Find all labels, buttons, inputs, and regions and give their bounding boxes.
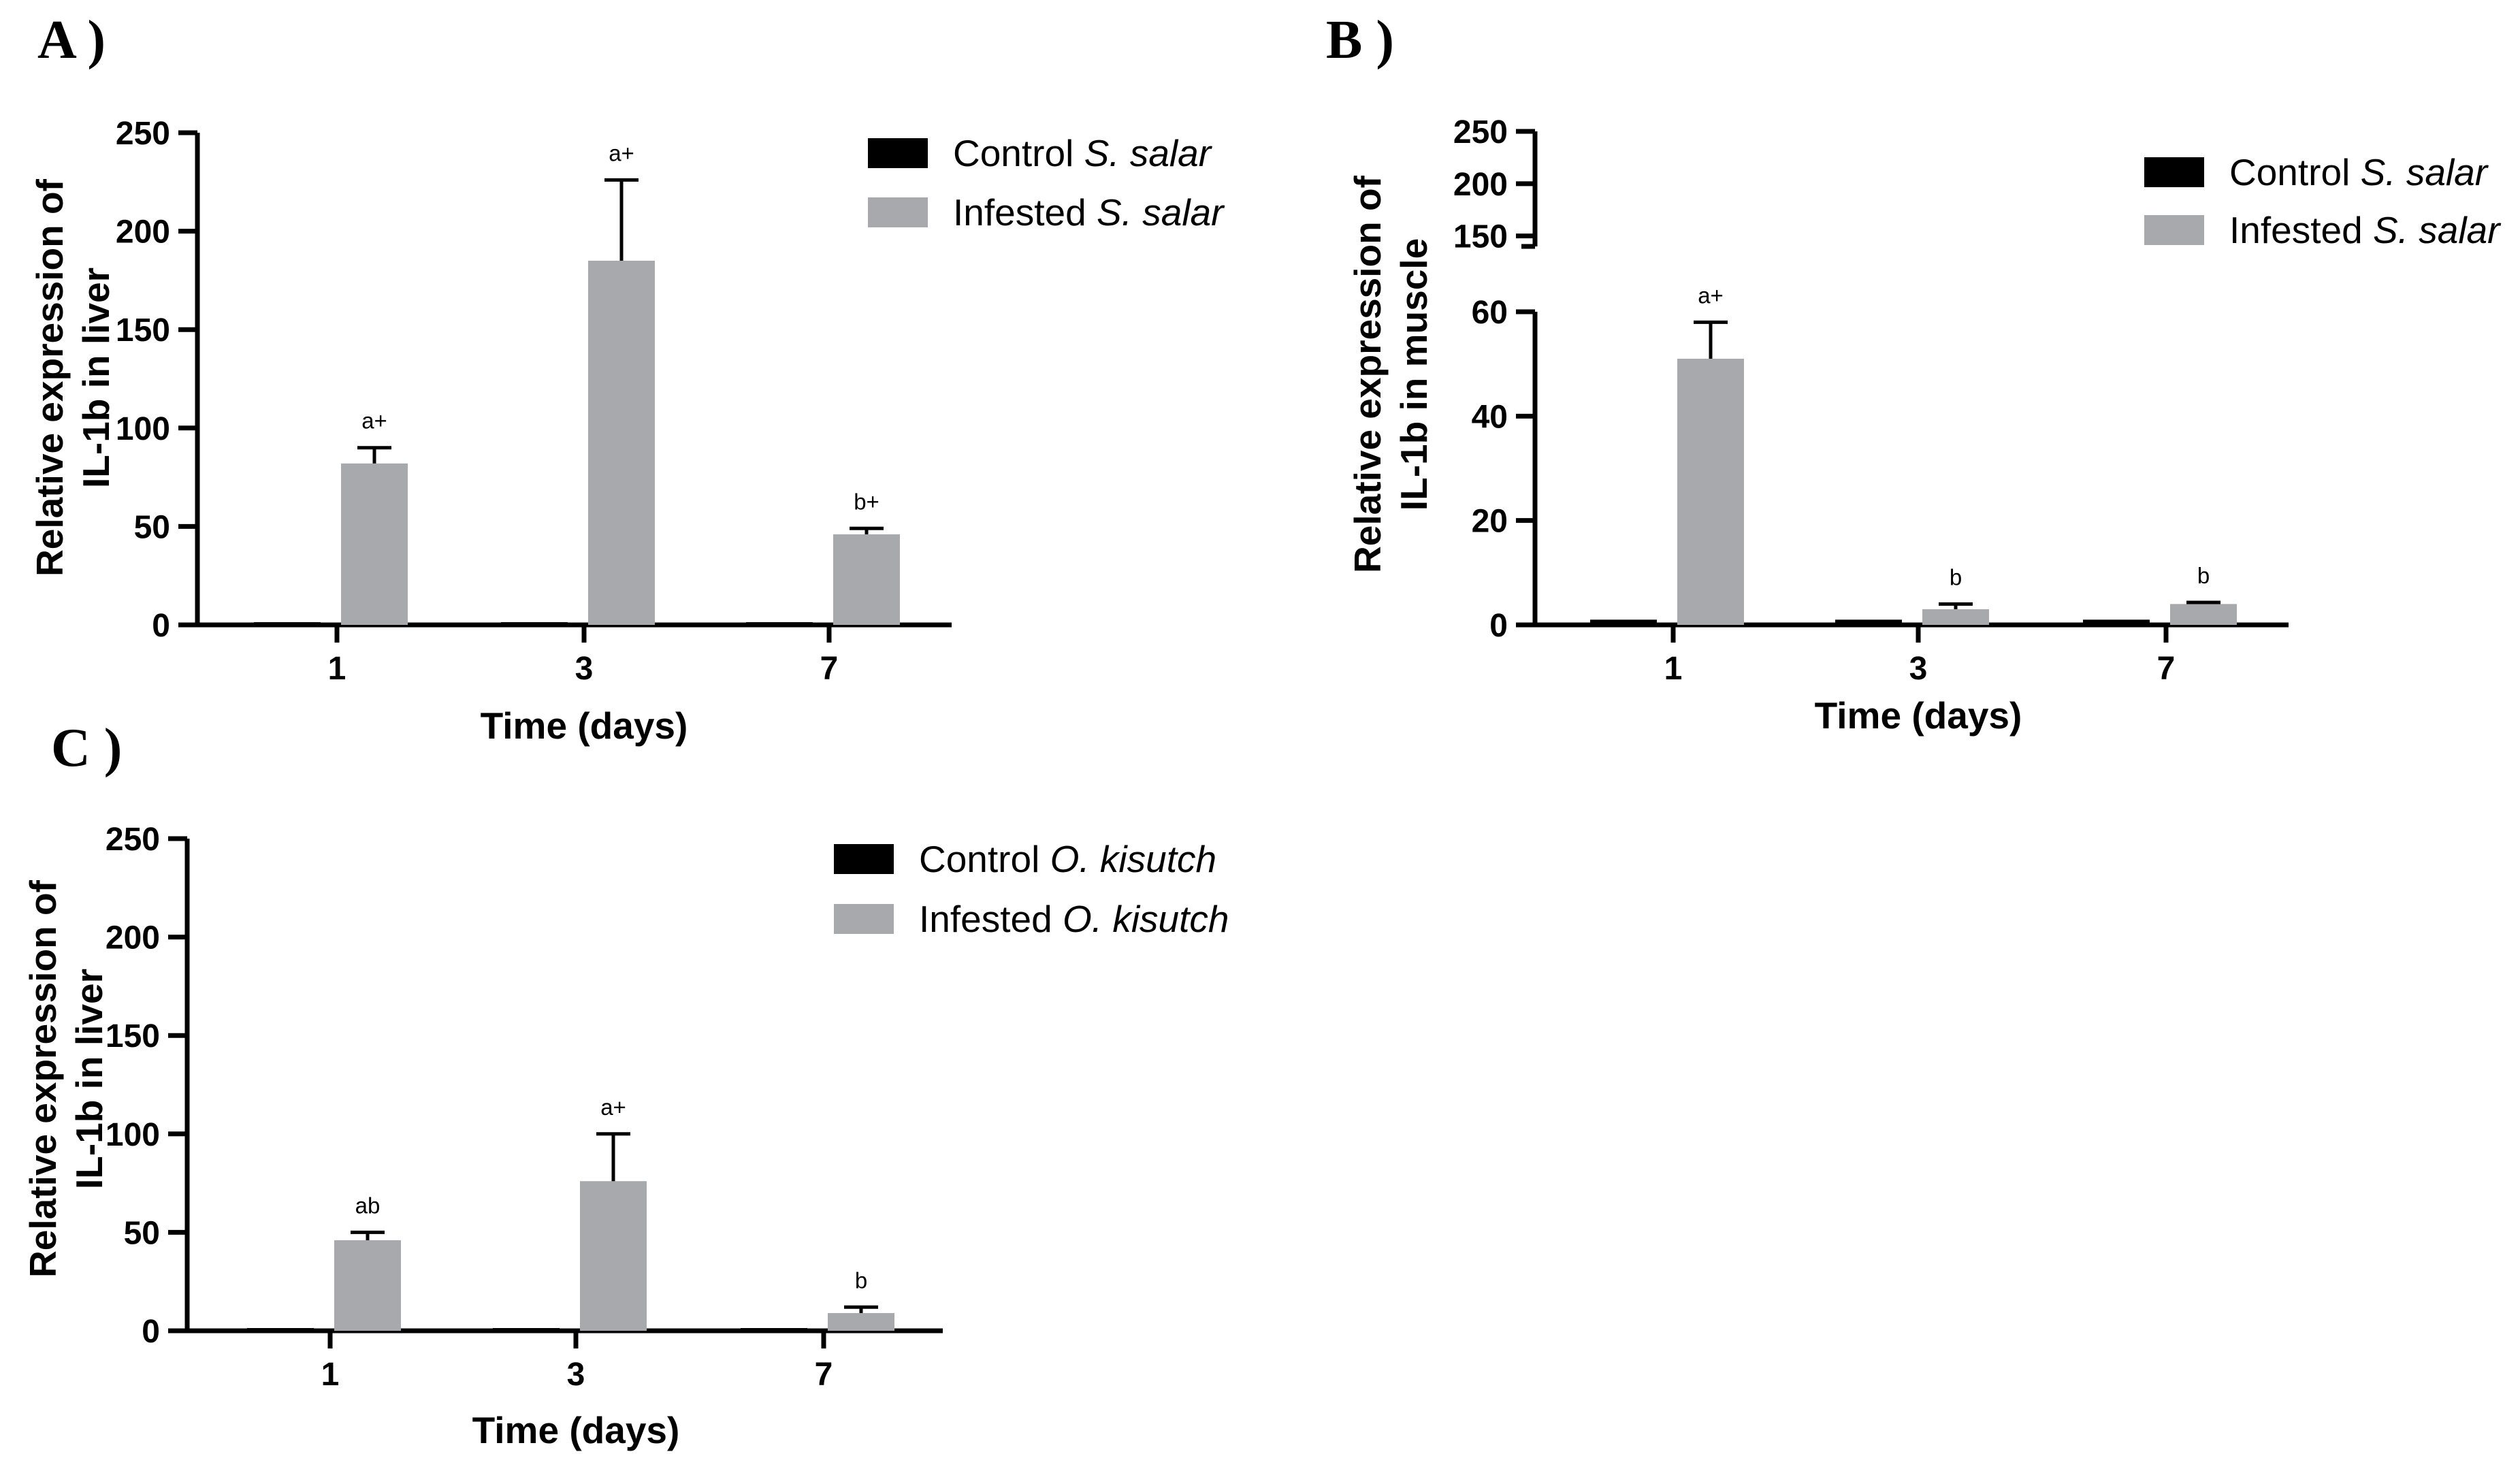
legend-entry-infested: Infested O. kisutch [919,898,1229,940]
y-axis-title: IL-1b in liver [75,268,117,488]
chart-panel-2: B ) 0 20 40 60 150 200 250 1 3 7 Time (days) Relativ… [1326,10,2502,737]
bar-control-day-7 [2083,619,2150,625]
bar-infested-day-7 [828,1312,894,1331]
bar-control-day-3 [501,622,568,625]
legend-swatch-control [834,844,894,874]
x-axis-title: Time (days) [1815,694,2022,737]
legend-swatch-infested [2144,215,2204,245]
legend-entry-control: Control S. salar [2229,151,2489,193]
significance-label: b+ [854,489,879,514]
y-tick-label: 250 [106,822,160,858]
legend-swatch-infested [834,904,894,934]
bar-control-day-3 [493,1328,560,1331]
bar-control-day-3 [1835,619,1902,625]
bar-control-day-1 [247,1328,314,1331]
y-tick-label: 150 [106,1018,160,1054]
bar-control-day-7 [741,1328,807,1331]
y-axis-title: Relative expression of [22,879,64,1278]
bar-infested-day-1 [341,463,408,625]
legend-swatch-control [2144,157,2204,187]
bar-infested-day-1 [334,1240,401,1331]
significance-label: a+ [609,140,634,165]
x-tick-label: 1 [1664,651,1683,687]
bar-infested-day-3 [1922,609,1989,625]
x-tick-label: 1 [328,651,346,687]
bar-infested-day-7 [2170,604,2237,625]
y-axis-title: Relative expression of [29,178,71,577]
legend-series-name: Infested [953,191,1086,233]
y-tick-label: 50 [124,1215,160,1251]
x-tick-label: 3 [575,651,594,687]
legend-swatch-infested [868,197,928,227]
panel-label: A ) [37,10,106,70]
y-tick-label: 150 [116,312,170,349]
legend-entry-infested: Infested S. salar [2229,209,2502,251]
bar-control-day-7 [746,622,813,625]
x-tick-label: 7 [820,651,839,687]
x-tick-label: 3 [567,1357,585,1393]
y-tick-label: 250 [1453,114,1508,150]
chart-panel-1: A ) 0 50 100 150 200 250 1 3 7 Time (days) Relative… [29,10,1225,747]
y-tick-label: 60 [1472,295,1508,331]
legend-series-name: Infested [2229,209,2363,251]
legend-series-name: Control [953,132,1073,174]
legend-species: O. kisutch [1050,838,1217,880]
significance-label: a+ [600,1095,626,1120]
y-axis-title: IL-1b in muscle [1393,238,1435,511]
y-tick-label: 200 [1453,167,1508,203]
panel-label: B ) [1326,10,1394,70]
legend-series-name: Control [2229,151,2350,193]
y-tick-label: 50 [134,509,170,545]
x-tick-label: 1 [321,1357,340,1393]
legend-entry-control: Control S. salar [953,132,1213,174]
bar-infested-day-3 [588,260,655,626]
significance-label: ab [355,1193,381,1218]
legend-swatch-control [868,138,928,168]
legend-series-name: Control [919,838,1039,880]
bar-infested-day-3 [580,1181,647,1331]
significance-label: b [2197,563,2210,588]
x-axis-title: Time (days) [472,1409,680,1451]
bar-control-day-1 [1590,619,1657,625]
chart-panel-3: C ) 0 50 100 150 200 250 1 3 7 Time (days) Relative… [22,718,1229,1451]
y-tick-label: 100 [116,411,170,447]
significance-label: a+ [1698,282,1724,308]
y-tick-label: 100 [106,1117,160,1153]
y-axis-title: IL-1b in liver [68,969,110,1189]
y-tick-label: 0 [152,608,170,644]
y-tick-label: 0 [142,1314,160,1350]
legend-species: S. salar [1097,191,1225,233]
legend-species: S. salar [2373,209,2502,251]
bar-control-day-1 [254,622,321,625]
x-axis-title: Time (days) [481,705,688,747]
panel-label: C ) [51,718,122,778]
x-tick-label: 3 [1909,651,1928,687]
y-tick-label: 150 [1453,219,1508,255]
significance-label: a+ [361,408,387,434]
significance-label: b [855,1267,867,1293]
legend-series-name: Infested [919,898,1052,940]
bar-infested-day-1 [1677,359,1744,625]
legend-entry-infested: Infested S. salar [953,191,1225,233]
legend-species: O. kisutch [1063,898,1229,940]
y-axis-title: Relative expression of [1346,175,1389,573]
y-tick-label: 0 [1489,608,1508,644]
significance-label: b [1950,564,1962,589]
y-tick-label: 200 [116,214,170,250]
y-tick-label: 20 [1472,504,1508,540]
legend-species: S. salar [1084,132,1213,174]
x-tick-label: 7 [2157,651,2176,687]
bar-infested-day-7 [833,534,900,625]
legend-species: S. salar [2361,151,2489,193]
legend-entry-control: Control O. kisutch [919,838,1216,880]
y-tick-label: 250 [116,116,170,152]
x-tick-label: 7 [815,1357,833,1393]
y-tick-label: 40 [1472,399,1508,435]
y-tick-label: 200 [106,920,160,956]
